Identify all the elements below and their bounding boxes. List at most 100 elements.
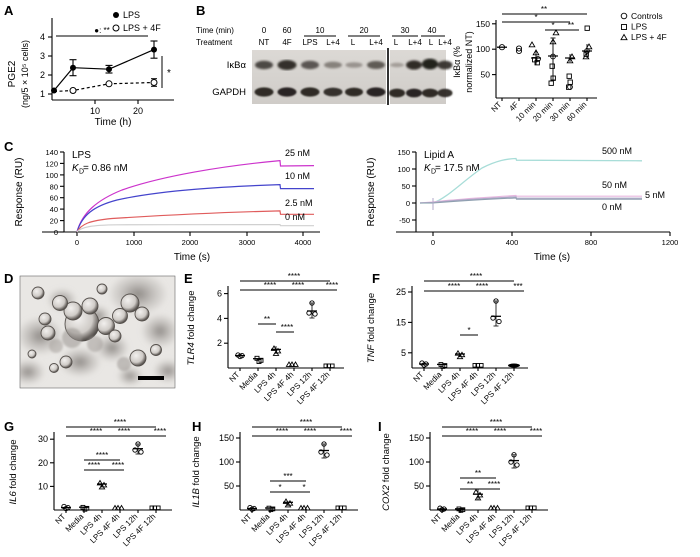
panel-b-label: B xyxy=(196,3,206,18)
curve-2-5nm xyxy=(76,210,314,233)
panel-b-points xyxy=(497,25,593,90)
ph-y-100: 100 xyxy=(219,457,234,467)
pi-sig-3: **** xyxy=(494,427,506,436)
pc-r-ylabel: Response (RU) xyxy=(366,158,377,227)
pg-sig-3: **** xyxy=(118,427,130,436)
pc-r-x400: 400 xyxy=(506,238,519,247)
series-lps-markers xyxy=(51,46,157,94)
pe-sig-2: **** xyxy=(264,281,276,290)
pc-r-kd-sub: D xyxy=(431,169,436,176)
pf-sig-4: *** xyxy=(513,282,522,291)
panel-e-significance: **** **** **** **** ** **** xyxy=(240,272,338,333)
ph-x-nt: NT xyxy=(240,512,254,526)
pf-sig-2: **** xyxy=(448,282,460,291)
pe-sig-1: **** xyxy=(288,272,300,281)
legend-open-square-icon xyxy=(621,24,627,30)
panel-c-left-y-ticks: 0 20 40 60 80 100 120 140 xyxy=(45,148,64,237)
panel-a-label: A xyxy=(4,3,14,18)
blot-time-40: 40 xyxy=(428,26,437,35)
pf-sig-5: * xyxy=(467,326,470,335)
pc-r-label-500: 500 nM xyxy=(602,146,632,156)
pc-l-label-25: 25 nM xyxy=(285,148,310,158)
pg-y-30: 30 xyxy=(38,434,48,444)
pc-l-kd-prefix: K xyxy=(72,163,80,174)
pb-sig-4: ** xyxy=(568,21,574,30)
panel-h-chart: 50 100 150 IL1B fold change NT Media LPS… xyxy=(191,418,358,548)
panel-i-chart: 50 100 150 COX2 fold change NT Media LPS… xyxy=(381,418,548,548)
pc-l-y100: 100 xyxy=(45,171,58,180)
curve-25nm xyxy=(76,159,315,233)
ph-y-50: 50 xyxy=(224,481,234,491)
panel-e-y-ticks: 2 4 6 xyxy=(217,289,228,348)
panel-b-significance: ** * * ** xyxy=(502,5,587,31)
pc-l-y40: 40 xyxy=(50,205,58,214)
pe-x-nt: NT xyxy=(228,370,242,384)
panel-d-micrograph xyxy=(19,275,176,389)
pe-y-2: 2 xyxy=(217,338,222,348)
pc-l-y60: 60 xyxy=(50,194,58,203)
panel-c-left-chart: 0 20 40 60 80 100 120 140 0 1000 2000 30… xyxy=(14,148,320,263)
pc-r-kd-prefix: K xyxy=(424,163,432,174)
blot-time-label: Time (min) xyxy=(196,26,234,35)
pc-r-title: Lipid A xyxy=(424,150,454,161)
pg-x-nt: NT xyxy=(54,512,68,526)
ph-y-150: 150 xyxy=(219,433,234,443)
pc-r-ym50: -50 xyxy=(399,216,410,225)
pb-y-50: 50 xyxy=(481,70,491,80)
pi-sig-4: **** xyxy=(530,427,542,436)
blot-treatment-label: Treatment xyxy=(196,38,233,47)
pf-sig-3: **** xyxy=(476,282,488,291)
pe-sig-4: **** xyxy=(326,281,338,290)
blot-tx-l-3: L xyxy=(429,38,434,47)
x-tick-20: 20 xyxy=(133,106,143,116)
pf-y-15: 15 xyxy=(396,317,406,327)
curve-500nm xyxy=(420,157,643,204)
pc-l-y20: 20 xyxy=(50,217,58,226)
pc-r-label-50: 50 nM xyxy=(602,180,627,190)
panel-f-x-ticks: NT Media LPS 4h LPS 4F 4h LPS 12h LPS 4F… xyxy=(412,368,515,406)
blot-bands-gapdh-right xyxy=(389,88,453,98)
panel-h-points xyxy=(247,441,347,513)
panel-h: H 50 100 150 IL1B fold change NT Media L… xyxy=(182,418,368,556)
pc-r-x800: 800 xyxy=(585,238,598,247)
legend-label-lps: LPS xyxy=(123,10,140,20)
panel-b-quantification: 50 100 150 IκBα (% normalized NT) NT 4F … xyxy=(452,5,700,136)
pf-ylabel: TNF fold change xyxy=(366,293,377,363)
pe-sig-6: **** xyxy=(281,323,293,332)
blot-tx-l4-2: L+4 xyxy=(369,38,383,47)
pe-y-4: 4 xyxy=(217,313,222,323)
panel-b-blot: Time (min) Treatment 0 60 10 20 30 40 NT… xyxy=(196,26,453,105)
pi-sig-2: **** xyxy=(466,427,478,436)
panel-h-significance: **** **** **** **** *** * * xyxy=(252,418,352,493)
x-tick-10: 10 xyxy=(90,106,100,116)
pc-r-x1200: 1200 xyxy=(662,238,679,247)
pc-l-y0: 0 xyxy=(54,228,58,237)
panel-e-x-ticks: NT Media LPS 4h LPS 4F 4h LPS 12h LPS 4F… xyxy=(228,368,331,406)
pc-r-y150: 150 xyxy=(397,148,410,157)
legend-open-circle-icon xyxy=(112,24,120,32)
curve-0nm-lipida xyxy=(420,197,642,204)
panel-c-left-x-ticks: 0 1000 2000 3000 4000 xyxy=(75,232,311,247)
pb-legend-lps4f: LPS + 4F xyxy=(631,32,667,42)
panel-e: E 2 4 6 TLR4 fold change NT Media LPS 4h… xyxy=(182,272,356,412)
pf-y-25: 25 xyxy=(396,287,406,297)
ph-sig-4: **** xyxy=(340,427,352,436)
pc-l-label-2p5: 2.5 nM xyxy=(285,198,313,208)
blot-time-60: 60 xyxy=(283,26,292,35)
pi-y-150: 150 xyxy=(409,433,424,443)
panel-a-xlabel: Time (h) xyxy=(95,117,132,128)
series-lps-line xyxy=(53,49,155,91)
panel-i-y-ticks: 50 100 150 xyxy=(409,433,430,491)
blot-time-20: 20 xyxy=(360,26,369,35)
pi-y-50: 50 xyxy=(414,481,424,491)
pc-l-kd-value: = 0.86 nM xyxy=(83,163,128,174)
pe-sig-5: ** xyxy=(264,315,270,324)
pf-y-5: 5 xyxy=(401,348,406,358)
pg-sig-6: **** xyxy=(88,461,100,470)
panel-g: G 10 20 30 IL6 fold change NT Media LPS … xyxy=(2,418,188,556)
panel-a-y-ticks: 1 2 3 4 xyxy=(40,32,52,99)
blot-time-10: 10 xyxy=(316,26,325,35)
blot-film-left xyxy=(252,50,386,104)
pc-r-kd-value: = 17.5 nM xyxy=(435,163,480,174)
panel-g-label: G xyxy=(4,419,15,434)
